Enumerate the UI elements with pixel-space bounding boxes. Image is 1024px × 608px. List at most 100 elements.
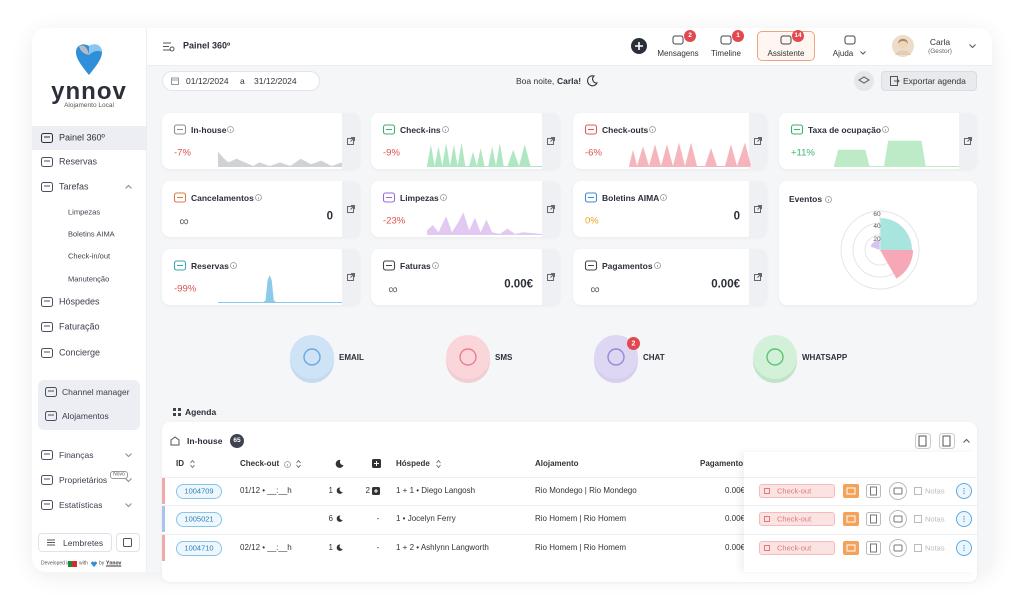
channel-label[interactable]: SMS — [495, 353, 513, 362]
menu-item[interactable]: Proprietários — [59, 474, 108, 485]
row-accent — [162, 535, 165, 561]
open-icon — [547, 273, 555, 281]
kpi-title: Taxa de ocupação — [808, 124, 882, 135]
kpi-title: Faturas — [400, 260, 431, 271]
submenu-item[interactable]: Limpezas — [68, 207, 101, 217]
row — [744, 534, 977, 562]
open-icon — [547, 205, 555, 213]
open-icon-part — [754, 274, 761, 281]
kpi-sub: ∞ — [590, 281, 600, 297]
logo-mark-part — [89, 44, 102, 55]
menu-item[interactable]: Concierge — [59, 347, 101, 358]
row — [162, 505, 977, 533]
kpi-icon-part — [173, 260, 187, 271]
notes-label[interactable]: Notas — [925, 514, 945, 524]
id-pill[interactable] — [176, 540, 222, 556]
notes-icon-part — [914, 544, 922, 552]
nav-badge: 1 — [736, 31, 740, 39]
menu-item[interactable]: Alojamentos — [62, 410, 109, 421]
chevron — [963, 438, 970, 443]
checkout-btn[interactable] — [759, 512, 835, 526]
open-icon — [347, 205, 355, 213]
channel-label[interactable]: CHAT — [643, 353, 665, 362]
row-id[interactable]: 1005021 — [184, 514, 214, 524]
checkout-btn[interactable] — [759, 541, 835, 555]
open-icon-part — [967, 137, 972, 142]
menu-item[interactable]: Finanças — [59, 449, 94, 460]
nav-badge-dot-part — [792, 30, 804, 42]
kpi-card[interactable] — [162, 249, 360, 305]
kpi-icon-part — [382, 192, 396, 203]
menu-active[interactable] — [32, 126, 147, 150]
checkout-label[interactable]: Check-out — [777, 543, 812, 553]
kpi-card[interactable] — [371, 249, 560, 305]
submenu-item[interactable]: Boletins AIMA — [68, 229, 115, 239]
channel-label[interactable]: EMAIL — [339, 353, 364, 362]
menu-icon-part — [41, 133, 53, 143]
menu-icon-part — [41, 297, 53, 307]
kpi-value: 0 — [733, 210, 740, 223]
sparkline-part — [218, 275, 342, 303]
menu-icon-part — [41, 157, 53, 167]
notes-label[interactable]: Notas — [925, 543, 945, 553]
id-pill[interactable] — [176, 483, 222, 499]
submenu-item[interactable]: Manutenção — [68, 274, 110, 284]
add-button — [631, 38, 647, 54]
footer-text: with — [79, 560, 88, 567]
kpi-value: 0.00€ — [711, 278, 740, 291]
row-id[interactable]: 1004710 — [184, 543, 214, 553]
export-label[interactable]: Exportar agenda — [903, 75, 966, 86]
channel-label[interactable]: WHATSAPP — [802, 353, 848, 362]
menu-item[interactable]: Reservas — [59, 156, 98, 167]
id-pill[interactable] — [176, 511, 222, 527]
kpi-icon-part — [382, 124, 396, 135]
menu-item[interactable]: Channel manager — [62, 386, 130, 397]
open-icon-part — [757, 205, 762, 210]
menu-icon-part — [41, 500, 53, 510]
kpi-icon — [382, 192, 396, 203]
checkout-label[interactable]: Check-out — [777, 486, 812, 496]
menu-item[interactable]: Hóspedes — [59, 296, 100, 307]
reminders[interactable]: Lembretes — [63, 537, 104, 548]
info-icon — [431, 262, 439, 269]
nav-label[interactable]: Timeline — [711, 48, 741, 58]
nav-label[interactable]: Assistente — [767, 48, 805, 58]
menu-icon-part — [41, 348, 53, 358]
menu-item[interactable]: Tarefas — [59, 181, 89, 192]
notes-icon-part — [914, 515, 922, 523]
note-btn[interactable] — [116, 533, 140, 552]
checkout-label[interactable]: Check-out — [777, 514, 812, 524]
kpi-card[interactable] — [162, 113, 360, 169]
kpi-card[interactable] — [162, 181, 360, 237]
kpi-card[interactable] — [573, 181, 767, 237]
notes-label[interactable]: Notas — [925, 486, 945, 496]
menu-item[interactable]: Faturação — [59, 321, 100, 332]
open-icon — [347, 137, 355, 145]
submenu-item[interactable]: Check-in/out — [68, 251, 111, 261]
kpi-card[interactable] — [573, 249, 767, 305]
open-icon-part — [757, 273, 762, 278]
reminders-btn[interactable] — [38, 533, 112, 552]
menu-icon-part — [41, 322, 53, 332]
row-checkout: 02/12 • __:__h — [240, 543, 292, 552]
doc-btn — [866, 541, 881, 555]
kpi-card[interactable] — [779, 113, 977, 169]
menu-item[interactable]: Painel 360º — [59, 132, 105, 143]
heart — [91, 561, 97, 567]
nav-label[interactable]: Mensagens — [657, 48, 699, 58]
checkout-btn[interactable] — [759, 484, 835, 498]
nav-badge-dot — [684, 30, 696, 42]
export-btn[interactable] — [881, 71, 977, 91]
checkout-icon — [764, 488, 770, 494]
row-id[interactable]: 1004709 — [184, 486, 214, 496]
nav-label[interactable]: Ajuda — [832, 48, 854, 58]
channel-badge-dot — [627, 337, 640, 350]
eventos-chart-part — [880, 250, 913, 279]
row-payment: 0.00€ — [724, 514, 745, 523]
menu-icon-part — [41, 450, 53, 460]
row-nights: 1 — [328, 486, 333, 495]
date-range[interactable] — [162, 71, 320, 91]
channel-button — [594, 335, 638, 383]
chevron-part — [125, 478, 132, 483]
menu-item[interactable]: Estatísticas — [59, 499, 103, 510]
